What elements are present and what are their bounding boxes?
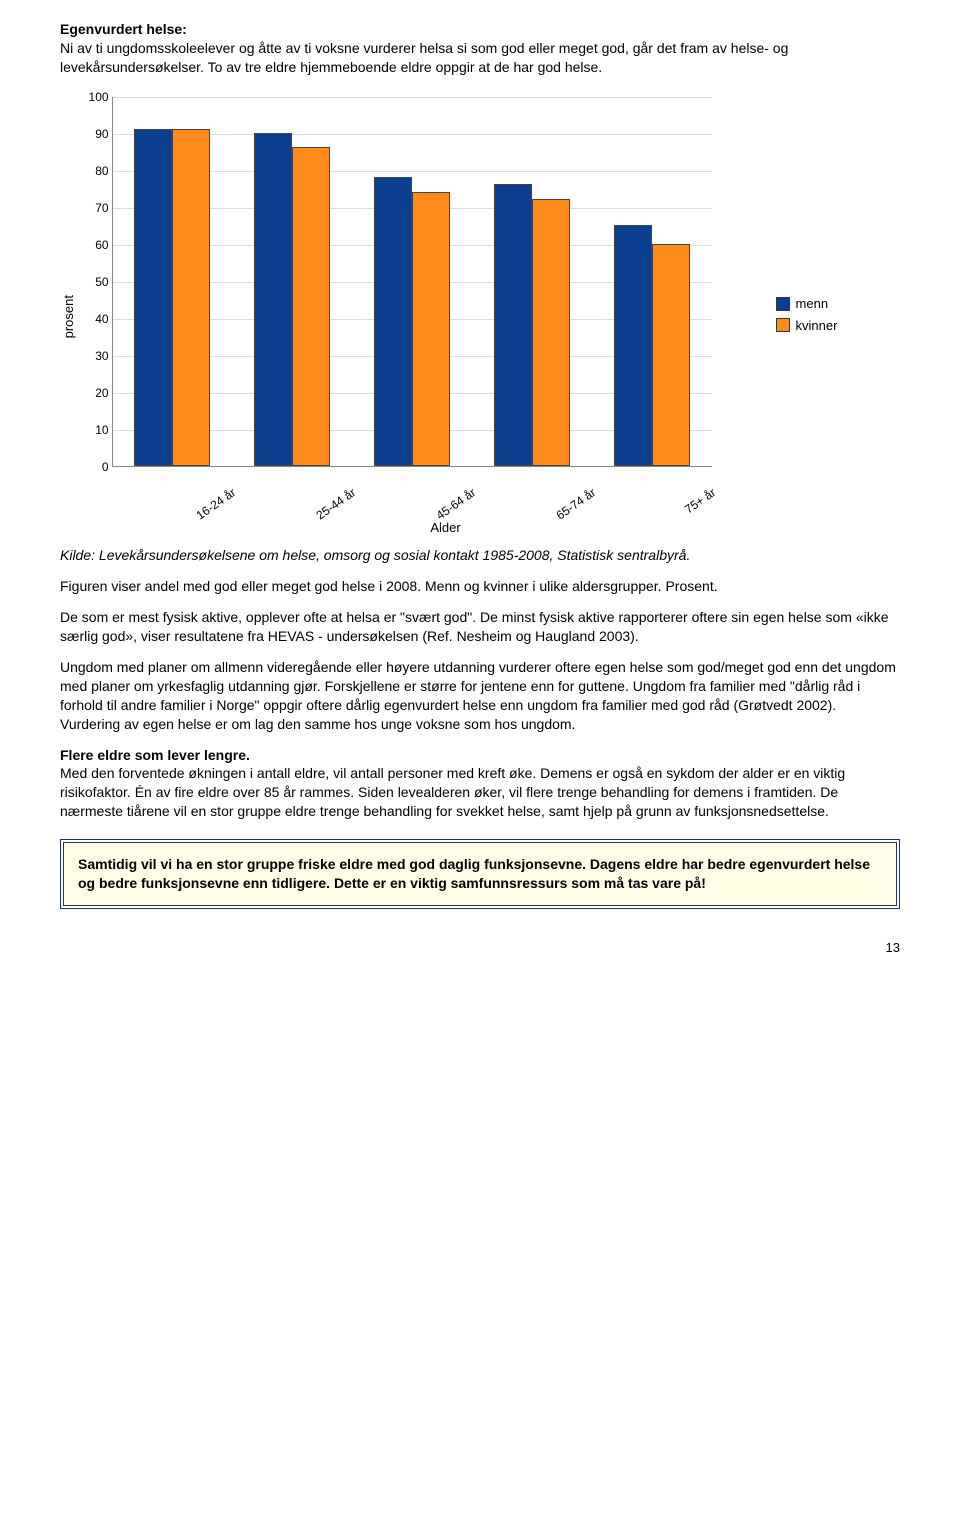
chart-legend: menn kvinner <box>776 295 838 338</box>
chart-ytick: 20 <box>83 385 109 401</box>
section2-heading: Flere eldre som lever lengre. <box>60 747 250 763</box>
legend-label: kvinner <box>796 317 838 335</box>
section1-text: Ni av ti ungdomsskoleelever og åtte av t… <box>60 40 788 75</box>
chart-xlabels: 16-24 år25-44 år45-64 år65-74 år75+ år <box>146 473 746 489</box>
chart-ytick: 90 <box>83 126 109 142</box>
chart-ytick: 50 <box>83 274 109 290</box>
section2: Flere eldre som lever lengre. Med den fo… <box>60 746 900 822</box>
chart-bar <box>532 199 570 465</box>
chart-container: prosent 0102030405060708090100 16-24 år2… <box>60 97 900 537</box>
section2-text: Med den forventede økningen i antall eld… <box>60 765 845 819</box>
chart-caption: Figuren viser andel med god eller meget … <box>60 577 900 596</box>
legend-item: menn <box>776 295 838 313</box>
chart-bar <box>412 192 450 466</box>
legend-item: kvinner <box>776 317 838 335</box>
legend-swatch <box>776 297 790 311</box>
chart-bar <box>652 244 690 466</box>
chart-source: Kilde: Levekårsundersøkelsene om helse, … <box>60 546 900 565</box>
callout-box: Samtidig vil vi ha en stor gruppe friske… <box>60 839 900 909</box>
chart-bar <box>172 129 210 466</box>
chart-ytick: 10 <box>83 422 109 438</box>
paragraph-1: De som er mest fysisk aktive, opplever o… <box>60 608 900 646</box>
chart-ylabel: prosent <box>60 295 78 338</box>
chart-ytick: 80 <box>83 163 109 179</box>
callout-text: Samtidig vil vi ha en stor gruppe friske… <box>78 855 882 893</box>
chart-ytick: 70 <box>83 200 109 216</box>
bar-chart: 0102030405060708090100 <box>112 97 712 467</box>
page-number: 13 <box>60 939 900 957</box>
chart-xlabel: Alder <box>146 519 746 537</box>
legend-label: menn <box>796 295 829 313</box>
section1-heading: Egenvurdert helse: <box>60 21 187 37</box>
chart-bar <box>374 177 412 466</box>
chart-ytick: 30 <box>83 348 109 364</box>
chart-bar <box>254 133 292 466</box>
section1: Egenvurdert helse: Ni av ti ungdomsskole… <box>60 20 900 77</box>
chart-ytick: 0 <box>83 459 109 475</box>
chart-bar <box>494 184 532 465</box>
chart-ytick: 40 <box>83 311 109 327</box>
chart-ytick: 60 <box>83 237 109 253</box>
chart-ytick: 100 <box>83 89 109 105</box>
chart-bar <box>292 147 330 465</box>
chart-bar <box>134 129 172 466</box>
paragraph-2: Ungdom med planer om allmenn videregåend… <box>60 658 900 734</box>
chart-bar <box>614 225 652 466</box>
legend-swatch <box>776 318 790 332</box>
